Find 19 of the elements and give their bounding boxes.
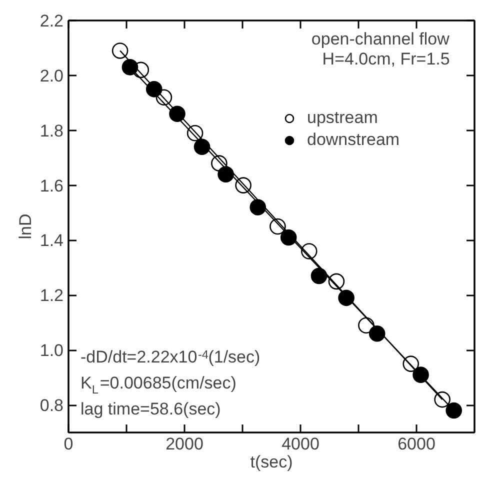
legend-label: upstream bbox=[307, 108, 378, 128]
annotation: H=4.0cm, Fr=1.5 bbox=[322, 50, 450, 68]
y-tick-label: 1.0 bbox=[40, 341, 64, 360]
y-axis-title: lnD bbox=[16, 214, 35, 240]
y-tick-label: 1.2 bbox=[40, 286, 64, 306]
y-tick-label: 1.4 bbox=[40, 231, 64, 250]
x-tick-label: 2000 bbox=[166, 434, 204, 454]
y-tick-label: 2.0 bbox=[40, 66, 64, 86]
y-tick-label: 1.6 bbox=[40, 176, 64, 196]
x-tick-label: 0 bbox=[64, 434, 74, 454]
y-tick-label: 2.2 bbox=[40, 12, 64, 30]
legend-label: downstream bbox=[307, 130, 400, 150]
annotation: open-channel flow bbox=[311, 30, 450, 48]
x-axis-title: t(sec) bbox=[250, 452, 293, 472]
x-tick-label: 6000 bbox=[398, 434, 436, 454]
x-tick-label: 4000 bbox=[282, 434, 320, 454]
y-tick-label: 0.8 bbox=[40, 396, 64, 416]
y-tick-label: 1.8 bbox=[40, 121, 64, 140]
annotation: lag time=58.6(sec) bbox=[80, 400, 221, 418]
